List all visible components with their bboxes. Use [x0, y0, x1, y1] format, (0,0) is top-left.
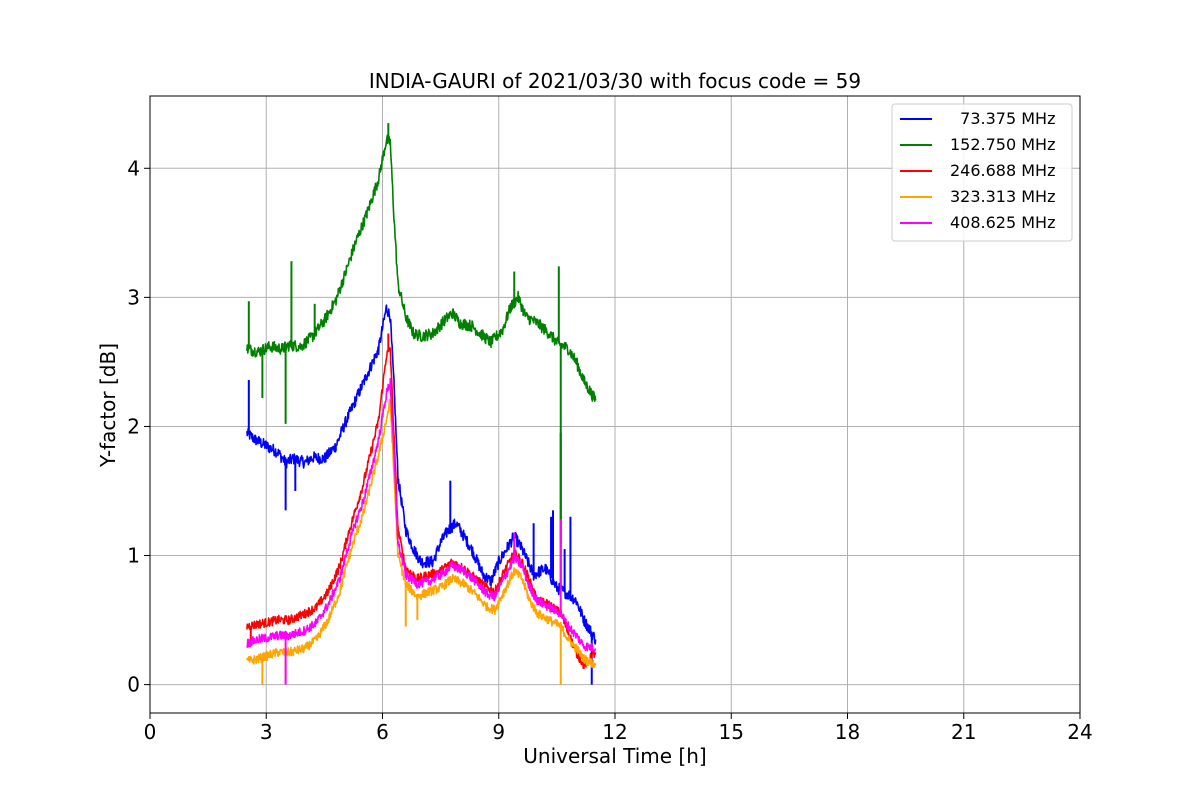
- legend-label: 408.625 MHz: [950, 213, 1055, 232]
- y-tick-label: 3: [127, 285, 140, 309]
- series-line-1: [246, 134, 597, 402]
- x-tick-label: 9: [492, 720, 505, 744]
- plot-area: [246, 123, 597, 685]
- series-line-0: [246, 304, 597, 645]
- y-tick-label: 2: [127, 414, 140, 438]
- x-axis-label: Universal Time [h]: [523, 744, 706, 768]
- x-tick-label: 18: [835, 720, 860, 744]
- x-tick-label: 24: [1067, 720, 1092, 744]
- x-tick-label: 21: [951, 720, 976, 744]
- x-axis: 0 3 6 9 12 15 18 21 24: [144, 713, 1093, 744]
- x-tick-label: 12: [602, 720, 627, 744]
- legend-box: [891, 103, 1073, 242]
- series-line-4: [246, 377, 597, 653]
- y-tick-label: 0: [127, 673, 140, 697]
- x-tick-label: 6: [376, 720, 389, 744]
- y-tick-label: 4: [127, 156, 140, 180]
- legend-label: 323.313 MHz: [950, 187, 1055, 206]
- chart-title: INDIA-GAURI of 2021/03/30 with focus cod…: [369, 69, 861, 93]
- y-tick-label: 1: [127, 544, 140, 568]
- grid-lines: [150, 96, 1080, 713]
- x-tick-label: 15: [719, 720, 744, 744]
- x-tick-label: 0: [144, 720, 157, 744]
- y-axis: 0 1 2 3 4: [127, 156, 150, 697]
- y-axis-label: Y-factor [dB]: [96, 343, 120, 468]
- series-line-3: [246, 398, 597, 669]
- legend-label: 152.750 MHz: [950, 135, 1055, 154]
- x-tick-label: 3: [260, 720, 273, 744]
- legend-label: 73.375 MHz: [950, 109, 1055, 128]
- legend: 73.375 MHz 152.750 MHz 246.688 MHz 323.313 …: [891, 103, 1073, 242]
- legend-label: 246.688 MHz: [950, 161, 1055, 180]
- series-layer: [246, 123, 597, 685]
